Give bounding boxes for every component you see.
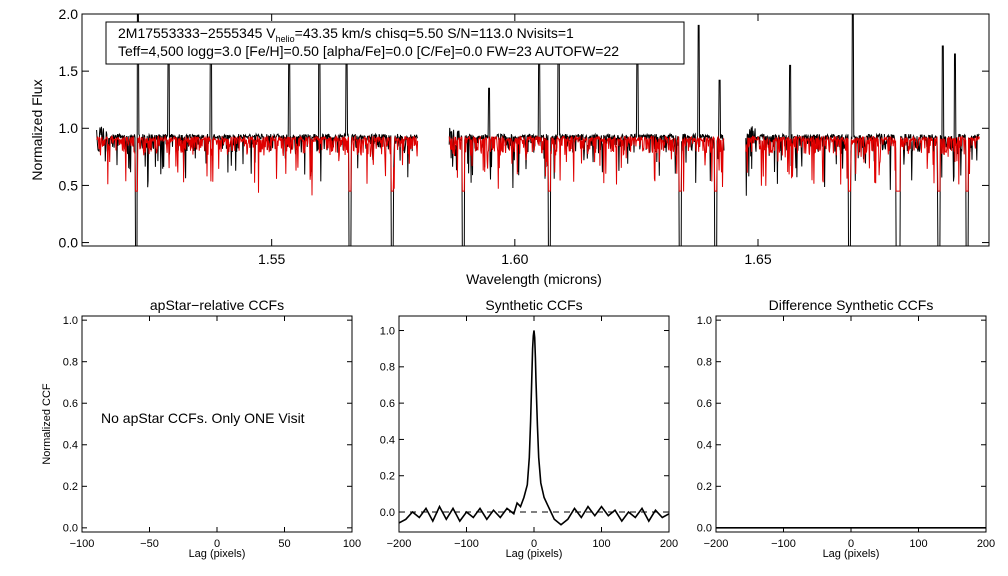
difference-ccf-panel: Difference Synthetic CCFs −200 −100 0 100 20… <box>697 297 995 560</box>
synthetic-x-tick-label: 100 <box>592 538 610 550</box>
synthetic-ccf-panel: Synthetic CCFs −200 −100 0 100 200 0.0 0.2 0.4 0… <box>380 297 678 560</box>
apstar-x-tick-label: 50 <box>278 538 290 550</box>
difference-y-tick-label: 1.0 <box>697 315 712 327</box>
spectrum-y-tick-label: 2.0 <box>59 6 79 22</box>
apstar-y-tick-label: 0.8 <box>63 357 78 369</box>
spectrum-panel: 1.55 1.60 1.65 0.0 0.5 1.0 1.5 2.0 2M17553333−2… <box>29 6 990 287</box>
spectrum-plot-frame <box>81 13 990 247</box>
apstar-y-tick-label: 0.2 <box>63 481 78 493</box>
synthetic-y-tick-label: 0.6 <box>380 398 395 410</box>
difference-y-tick-label: 0.4 <box>697 440 712 452</box>
synthetic-x-tick-label: −200 <box>387 538 412 550</box>
apstar-x-tick-label: −50 <box>140 538 159 550</box>
synthetic-spectrum-line-chip-3 <box>745 135 980 192</box>
difference-x-tick-label: 0 <box>848 538 854 550</box>
difference-y-tick-label: 0.8 <box>697 357 712 369</box>
difference-ccf-title: Difference Synthetic CCFs <box>769 297 934 313</box>
apstar-y-axis-label: Normalized CCF <box>41 383 53 465</box>
difference-x-tick-label: −100 <box>771 538 796 550</box>
difference-y-tick-label: 0.0 <box>697 523 712 535</box>
synthetic-spectrum-line-chip-2 <box>448 135 725 192</box>
apstar-y-tick-label: 0.0 <box>63 523 78 535</box>
spectrum-data-layer <box>96 13 980 247</box>
difference-x-axis-label: Lag (pixels) <box>823 548 880 560</box>
spectrum-x-axis-label: Wavelength (microns) <box>466 271 602 287</box>
spectrum-y-tick-label: 0.5 <box>59 177 79 193</box>
difference-axes: −200 −100 0 100 200 0.0 0.2 0.4 0.6 0.8 1.0 <box>697 315 995 550</box>
synthetic-x-axis-label: Lag (pixels) <box>506 548 563 560</box>
synthetic-spectrum-line-chip-1 <box>96 134 419 196</box>
synthetic-y-tick-label: 0.4 <box>380 434 395 446</box>
synthetic-x-tick-label: −100 <box>454 538 479 550</box>
synthetic-ccf-title: Synthetic CCFs <box>485 297 582 313</box>
difference-x-tick-label: 200 <box>977 538 995 550</box>
apstar-axes: −100 −50 0 50 100 0.0 0.2 0.4 0.6 0.8 1.0 <box>63 315 361 550</box>
apstar-x-axis-label: Lag (pixels) <box>189 548 246 560</box>
apstar-x-tick-label: 100 <box>343 538 361 550</box>
synthetic-data-layer <box>398 330 670 526</box>
apstar-y-tick-label: 0.6 <box>63 398 78 410</box>
difference-x-tick-label: −200 <box>704 538 729 550</box>
difference-y-tick-label: 0.6 <box>697 398 712 410</box>
difference-y-tick-label: 0.2 <box>697 481 712 493</box>
synthetic-y-tick-label: 1.0 <box>380 325 395 337</box>
spectrum-axes: 1.55 1.60 1.65 0.0 0.5 1.0 1.5 2.0 <box>59 6 989 267</box>
synthetic-x-tick-label: 200 <box>660 538 678 550</box>
apstar-no-data-message: No apStar CCFs. Only ONE Visit <box>101 410 305 426</box>
annotation-line1: 2M17553333−2555345 Vhelio=43.35 km/s chi… <box>118 25 574 44</box>
synthetic-axes: −200 −100 0 100 200 0.0 0.2 0.4 0.6 0.8 1.0 <box>380 316 678 550</box>
spectrum-y-axis-label: Normalized Flux <box>29 79 45 180</box>
synthetic-y-tick-label: 0.0 <box>380 507 395 519</box>
spectrum-x-tick-label: 1.55 <box>258 251 285 267</box>
apstar-x-tick-label: −100 <box>70 538 95 550</box>
apstar-ccf-panel: apStar−relative CCFs −100 −50 0 50 100 0.0 0.2… <box>41 297 361 560</box>
synthetic-y-tick-label: 0.2 <box>380 471 395 483</box>
spectrum-y-tick-label: 0.0 <box>59 234 79 250</box>
spectrum-y-tick-label: 1.0 <box>59 120 79 136</box>
annotation-line2: Teff=4,500 logg=3.0 [Fe/H]=0.50 [alpha/F… <box>118 43 619 59</box>
spectrum-annotation-box <box>105 21 685 65</box>
apstar-ccf-title: apStar−relative CCFs <box>150 297 284 313</box>
apstar-y-tick-label: 1.0 <box>63 315 78 327</box>
spectrum-x-tick-label: 1.65 <box>744 251 771 267</box>
apstar-x-tick-label: 0 <box>214 538 220 550</box>
synthetic-x-tick-label: 0 <box>531 538 537 550</box>
synthetic-ccf-line <box>398 330 670 526</box>
apstar-y-tick-label: 0.4 <box>63 440 78 452</box>
spectrum-x-tick-label: 1.60 <box>501 251 528 267</box>
difference-x-tick-label: 100 <box>909 538 927 550</box>
synthetic-y-tick-label: 0.8 <box>380 362 395 374</box>
spectrum-y-tick-label: 1.5 <box>59 63 79 79</box>
